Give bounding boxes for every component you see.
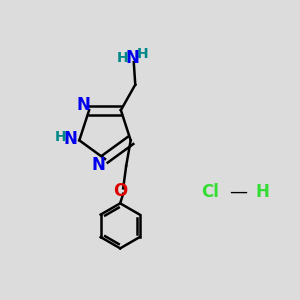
- Text: H: H: [136, 47, 148, 61]
- Text: H: H: [55, 130, 66, 144]
- Text: N: N: [125, 49, 139, 67]
- Text: Cl: Cl: [201, 183, 219, 201]
- Text: N: N: [76, 96, 90, 114]
- Text: H: H: [117, 51, 128, 65]
- Text: N: N: [64, 130, 78, 148]
- Text: —: —: [230, 183, 247, 201]
- Text: H: H: [256, 183, 269, 201]
- Text: N: N: [92, 156, 105, 174]
- Text: O: O: [113, 182, 127, 200]
